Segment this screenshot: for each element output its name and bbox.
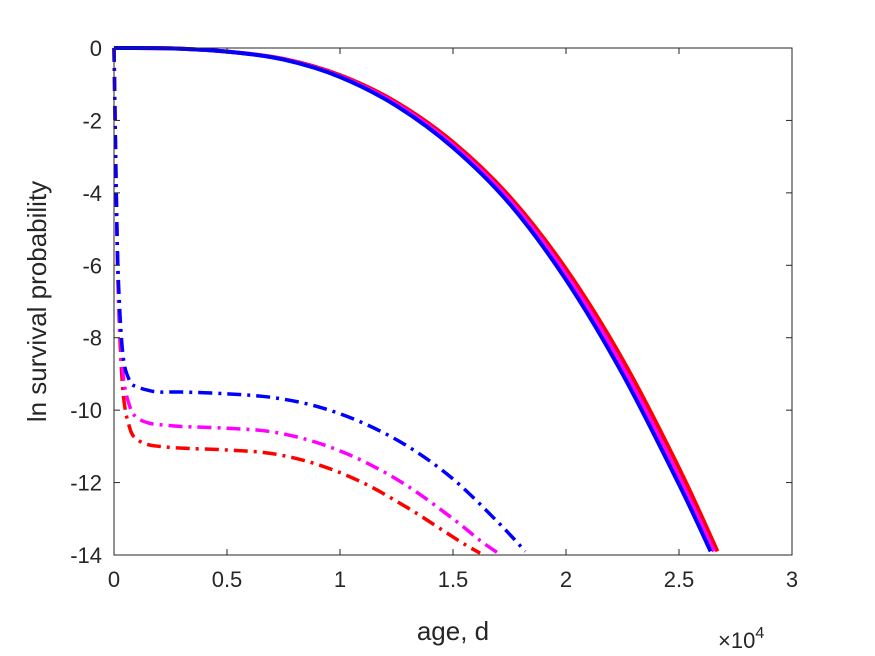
x-tick-label: 3 <box>786 567 798 592</box>
y-tick-label: -4 <box>82 181 102 206</box>
y-axis-label: ln survival probability <box>22 181 52 422</box>
x-tick-label: 0.5 <box>212 567 243 592</box>
y-tick-label: -6 <box>82 253 102 278</box>
y-tick-label: -14 <box>70 543 102 568</box>
x-axis-exponent-power: 4 <box>755 625 764 642</box>
x-tick-label: 1.5 <box>438 567 469 592</box>
x-tick-label: 1 <box>334 567 346 592</box>
y-tick-label: -12 <box>70 471 102 496</box>
series-line-6-dashdot <box>112 47 527 553</box>
y-tick-label: -2 <box>82 108 102 133</box>
x-tick-label: 2 <box>560 567 572 592</box>
series-layer <box>112 45 720 555</box>
y-tick-label: -8 <box>82 326 102 351</box>
x-axis-exponent: ×104 <box>718 625 764 653</box>
y-tick-label: 0 <box>90 36 102 61</box>
series-line-5-dashdot <box>112 47 500 555</box>
plot-area-box <box>113 47 793 556</box>
y-tick-label: -10 <box>70 398 102 423</box>
x-tick-label: 0 <box>108 567 120 592</box>
series-line-3-solid <box>113 45 713 553</box>
x-axis-exponent-base: ×10 <box>718 628 755 653</box>
series-line-1-solid <box>113 45 720 553</box>
series-line-2-solid <box>113 45 716 553</box>
x-axis-label: age, d <box>417 616 489 646</box>
ticks-layer: 0 0.5 1 1.5 2 2.5 3 0 -2 -4 -6 -8 -10 -12 -14 <box>70 36 798 592</box>
x-tick-label: 2.5 <box>664 567 695 592</box>
